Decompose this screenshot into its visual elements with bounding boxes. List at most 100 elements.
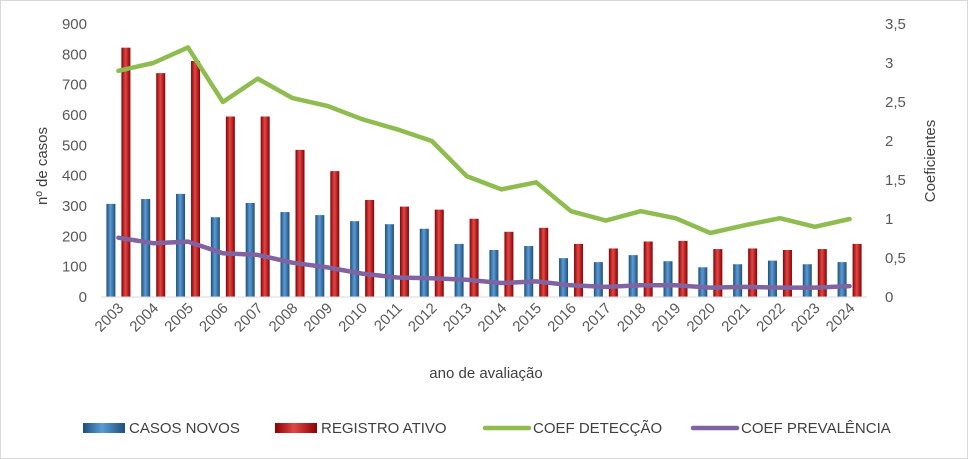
bar-casos-novos-2018: [628, 255, 638, 297]
legend: CASOS NOVOS REGISTRO ATIVO COEF DETECÇÃO…: [83, 420, 891, 437]
bar-registro-ativo-2014: [504, 231, 514, 297]
bar-casos-novos-2015: [524, 246, 534, 297]
bar-registro-ativo-2003: [121, 47, 131, 297]
x-tick-label: 2015: [509, 300, 545, 336]
bar-casos-novos-2006: [210, 217, 220, 297]
bar-casos-novos-2023: [802, 264, 812, 297]
series-registro-ativo: [121, 47, 862, 298]
bar-registro-ativo-2010: [365, 199, 375, 297]
line-coef-prevalencia: [116, 235, 852, 290]
legend-label-registro-ativo: REGISTRO ATIVO: [321, 420, 447, 437]
bar-casos-novos-2017: [593, 262, 603, 297]
y-tick-label: 700: [62, 77, 87, 94]
line-coef-deteccao: [116, 45, 852, 236]
x-tick-label: 2013: [440, 300, 476, 336]
bar-registro-ativo-2013: [469, 218, 479, 297]
y-axis-left-ticks: 900 800 700 600 500 400 300 200 100 0: [62, 16, 87, 306]
bar-registro-ativo-2011: [399, 206, 409, 297]
x-tick-label: 2003: [92, 300, 128, 336]
x-tick-label: 2023: [788, 300, 824, 336]
x-tick-label: 2020: [684, 300, 720, 336]
bar-registro-ativo-2016: [574, 243, 584, 297]
y2-tick-label: 1: [885, 211, 893, 228]
y2-tick-label: 3: [885, 55, 893, 72]
x-tick-label: 2016: [544, 300, 580, 336]
y-tick-label: 0: [79, 289, 87, 306]
y-tick-label: 600: [62, 107, 87, 124]
x-tick-label: 2018: [614, 300, 650, 336]
x-axis-title: ano de avaliação: [429, 365, 542, 382]
legend-label-casos-novos: CASOS NOVOS: [129, 420, 240, 437]
bar-casos-novos-2011: [384, 224, 394, 297]
y2-tick-label: 3,5: [885, 16, 906, 33]
x-tick-label: 2012: [405, 300, 441, 336]
bar-registro-ativo-2019: [678, 240, 688, 297]
legend-label-coef-prevalencia: COEF PREVALÊNCIA: [741, 420, 891, 437]
bar-registro-ativo-2012: [434, 209, 444, 297]
bar-casos-novos-2009: [315, 215, 325, 297]
x-tick-label: 2011: [371, 300, 406, 335]
bar-casos-novos-2003: [106, 203, 116, 297]
bar-casos-novos-2020: [698, 267, 708, 297]
x-tick-label: 2004: [126, 300, 162, 336]
x-tick-label: 2022: [753, 300, 789, 336]
x-tick-label: 2005: [161, 300, 197, 336]
bar-casos-novos-2019: [663, 261, 673, 297]
x-axis-ticks: 2003 2004 2005 2006 2007 2008 2009 2010 2011 2012…: [92, 300, 859, 336]
bar-registro-ativo-2007: [260, 116, 270, 298]
bar-casos-novos-2016: [559, 258, 569, 297]
y-tick-label: 800: [62, 46, 87, 63]
bar-registro-ativo-2021: [748, 248, 758, 297]
x-tick-label: 2009: [301, 300, 337, 336]
y-tick-label: 900: [62, 16, 87, 33]
y2-tick-label: 0: [885, 289, 893, 306]
legend-swatch-registro-ativo: [275, 423, 317, 433]
x-tick-label: 2008: [266, 300, 302, 336]
bar-casos-novos-2005: [176, 193, 186, 297]
bar-registro-ativo-2005: [191, 61, 201, 297]
bar-registro-ativo-2022: [782, 249, 792, 297]
bar-casos-novos-2013: [454, 243, 464, 297]
x-tick-label: 2010: [335, 300, 371, 336]
bar-registro-ativo-2018: [643, 241, 653, 297]
bar-registro-ativo-2017: [608, 248, 618, 297]
x-tick-label: 2024: [823, 300, 859, 336]
x-tick-label: 2006: [196, 300, 232, 336]
bar-casos-novos-2024: [837, 262, 847, 297]
y-tick-label: 300: [62, 198, 87, 215]
bar-casos-novos-2022: [767, 260, 777, 297]
bar-casos-novos-2004: [141, 199, 151, 297]
series-casos-novos: [106, 193, 847, 297]
bar-registro-ativo-2008: [295, 149, 305, 297]
bar-registro-ativo-2024: [852, 243, 862, 297]
x-tick-label: 2007: [231, 300, 267, 336]
legend-label-coef-deteccao: COEF DETECÇÃO: [533, 420, 662, 437]
bar-casos-novos-2021: [733, 264, 743, 297]
legend-swatch-casos-novos: [83, 423, 125, 433]
y-tick-label: 500: [62, 137, 87, 154]
y2-axis-title: Coeficientes: [922, 120, 939, 203]
y2-tick-label: 1,5: [885, 172, 906, 189]
bar-registro-ativo-2023: [817, 249, 827, 297]
y-axis-title: nº de casos: [34, 127, 51, 205]
bar-registro-ativo-2006: [225, 116, 235, 298]
y2-tick-label: 2: [885, 133, 893, 150]
y2-tick-label: 0,5: [885, 250, 906, 267]
x-tick-label: 2017: [579, 300, 615, 336]
lines-layer: [116, 45, 852, 290]
bar-casos-novos-2012: [419, 228, 429, 297]
bar-casos-novos-2010: [350, 221, 360, 297]
bar-registro-ativo-2004: [156, 73, 166, 297]
y-tick-label: 400: [62, 168, 87, 185]
y-tick-label: 100: [62, 259, 87, 276]
bar-casos-novos-2007: [245, 202, 255, 297]
bar-registro-ativo-2015: [539, 227, 549, 297]
x-tick-label: 2019: [649, 300, 685, 336]
y2-tick-label: 2,5: [885, 94, 906, 111]
bar-casos-novos-2008: [280, 212, 290, 297]
bar-casos-novos-2014: [489, 249, 499, 297]
y-axis-right-ticks: 3,5 3 2,5 2 1,5 1 0,5 0: [885, 16, 906, 306]
x-tick-label: 2021: [718, 300, 754, 336]
